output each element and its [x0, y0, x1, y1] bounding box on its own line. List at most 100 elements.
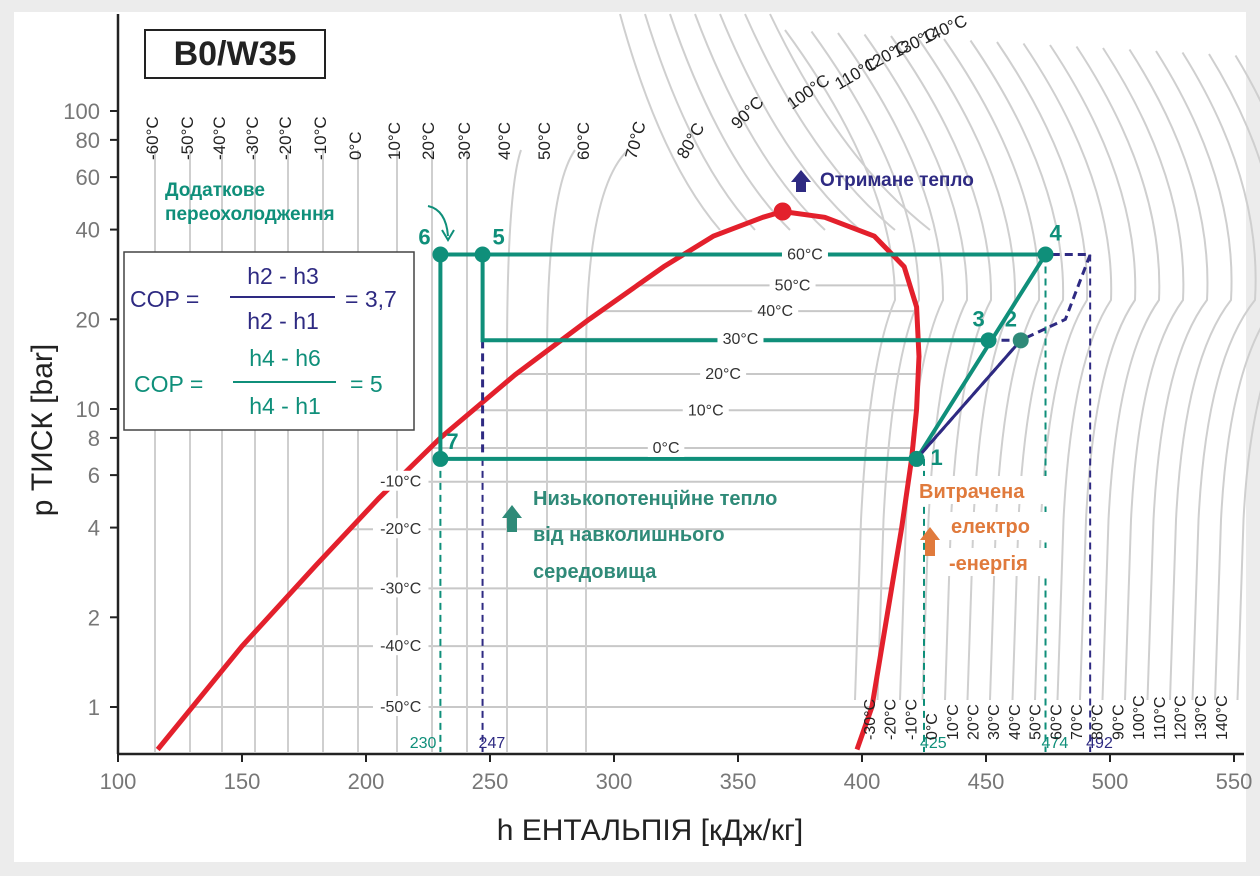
- isotherm-top-label: -50°C: [178, 116, 197, 160]
- low-temp-heat-line2: від навколишнього: [533, 524, 725, 546]
- isotherm-dome-line: [694, 13, 826, 231]
- isotherm-label: -40°C: [380, 638, 421, 655]
- isotherm-label-bg: [682, 399, 729, 420]
- isotherm-bottom-label: 60°C: [1048, 704, 1065, 740]
- isotherm-top-label: 60°C: [574, 122, 593, 160]
- isotherm-label: 30°C: [723, 331, 759, 348]
- subcooling-label-line2: переохолодження: [165, 204, 335, 225]
- cop1-numerator: h2 - h3: [247, 263, 319, 289]
- isotherm-vapor-line: [1234, 54, 1260, 701]
- isotherm-label: -10°C: [380, 474, 421, 491]
- isotherm-vapor-line: [1208, 53, 1260, 701]
- x-tick-label: 500: [1092, 769, 1129, 794]
- isotherm-dome-line: [644, 13, 756, 231]
- electric-energy-arrow-icon: [920, 527, 940, 556]
- isotherm-liquid-line: [585, 149, 629, 752]
- electric-label-bg2: [948, 512, 1048, 540]
- cycle-point-5-marker: [474, 246, 491, 263]
- isotherm-label: -50°C: [380, 699, 421, 716]
- isotherm-bottom-label: 80°C: [1090, 704, 1107, 740]
- isotherm-top-label: -10°C: [311, 116, 330, 160]
- y-tick-label: 40: [76, 218, 100, 243]
- isotherm-vapor-line: [1155, 50, 1233, 701]
- isotherm-vapor-line: [1102, 47, 1185, 701]
- y-tick-label: 8: [88, 426, 100, 451]
- isotherm-bottom-label: 20°C: [966, 704, 983, 740]
- low-temp-heat-line3: середовища: [533, 561, 657, 583]
- cycle-point-4-label: 4: [1050, 220, 1063, 245]
- isotherm-bottom-label: 50°C: [1028, 704, 1045, 740]
- x-tick-label: 400: [844, 769, 881, 794]
- cop2-lhs: COP =: [134, 371, 203, 397]
- isotherm-dome-line: [619, 13, 721, 231]
- isotherm-layer: [154, 13, 1260, 752]
- cycle-point-1-label: 1: [931, 445, 943, 470]
- isotherm-vapor-line: [784, 29, 897, 701]
- isotherm-label: 40°C: [757, 303, 793, 320]
- isotherm-vapor-line: [969, 39, 1065, 701]
- plot-background: [14, 12, 1246, 862]
- saturation-layer: [155, 202, 922, 752]
- cycle-point-3-label: 3: [972, 306, 984, 331]
- isotherm-vapor-line: [1049, 44, 1137, 701]
- cycle-point-7-marker: [432, 450, 449, 467]
- x-tick-label: 100: [100, 769, 137, 794]
- isotherm-label: 50°C: [775, 277, 811, 294]
- cycle-point-6-label: 6: [418, 224, 430, 249]
- cycle-point-2-marker: [1012, 332, 1029, 349]
- isotherm-label: 60°C: [787, 246, 823, 263]
- x-tick-label: 450: [968, 769, 1005, 794]
- isotherm-bottom-label: 90°C: [1110, 704, 1127, 740]
- axis-tick-layer: 100 150 200 250 300 350 400 450 500 550 1 2 4 6 8 10 20 4…: [63, 99, 1252, 794]
- cop-box-frame: [123, 251, 415, 431]
- subcooling-label-line1: Додаткове: [165, 180, 265, 201]
- isotherm-liquid-line: [506, 149, 522, 752]
- isotherm-bottom-label: -20°C: [883, 699, 900, 740]
- cycle-layer: 1 3 4 5 6 7 2: [418, 220, 1093, 470]
- isotherm-dome-line: [719, 13, 861, 231]
- isotherm-vapor-line: [943, 38, 1041, 701]
- isotherm-bottom-label: -30°C: [862, 699, 879, 740]
- isotherm-top-label: -30°C: [243, 116, 262, 160]
- critical-point-marker: [773, 202, 792, 221]
- enthalpy-value-label: 247: [479, 735, 506, 752]
- chart-title: B0/W35: [174, 35, 297, 73]
- cop2-denominator: h4 - h1: [249, 393, 321, 419]
- isotherm-dome-line: [669, 13, 791, 231]
- isotherm-top-label: -40°C: [210, 116, 229, 160]
- cycle-point-2-label: 2: [1005, 306, 1017, 331]
- subcooling-arrow: [427, 205, 449, 237]
- isotherm-vapor-line: [1181, 51, 1257, 701]
- x-tick-label: 300: [596, 769, 633, 794]
- x-tick-label: 550: [1216, 769, 1253, 794]
- isotherm-top-label: 10°C: [385, 122, 404, 160]
- isotherm-top-label: -60°C: [143, 116, 162, 160]
- isotherm-top-label: 30°C: [455, 122, 474, 160]
- y-tick-label: 80: [76, 128, 100, 153]
- isotherm-label: 10°C: [688, 402, 724, 419]
- cycle-point-3-marker: [980, 332, 997, 349]
- subcooling-arrowhead: [441, 229, 455, 242]
- isotherm-top-label: 50°C: [535, 122, 554, 160]
- isotherm-bottom-label: 40°C: [1007, 704, 1024, 740]
- x-axis-label: h ЕНТАЛЬПІЯ [кДж/кг]: [497, 814, 804, 847]
- isotherm-label-bg: [717, 327, 764, 348]
- isotherm-bottom-label: 120°C: [1173, 695, 1190, 740]
- isotherm-bottom-label: 0°C: [924, 713, 941, 740]
- electric-label-line3: -енергія: [949, 553, 1028, 575]
- isotherm-dome-line: [769, 13, 931, 231]
- isotherm-vapor-line: [810, 30, 921, 701]
- electric-label-bg3: [946, 548, 1048, 576]
- isotherm-bottom-label: 140°C: [1214, 695, 1231, 740]
- isotherm-label: 0°C: [653, 440, 680, 457]
- enthalpy-marker-layer: 230 247 425 474 492: [410, 254, 1113, 752]
- title-box: [144, 29, 326, 79]
- cop2-value: = 5: [350, 371, 383, 397]
- isotherm-top-label: 20°C: [419, 122, 438, 160]
- y-tick-label: 6: [88, 463, 100, 488]
- isotherm-label-bg: [781, 243, 828, 264]
- electric-label-bg1: [916, 476, 1048, 504]
- cop1-value: = 3,7: [345, 286, 397, 312]
- x-tick-label: 250: [472, 769, 509, 794]
